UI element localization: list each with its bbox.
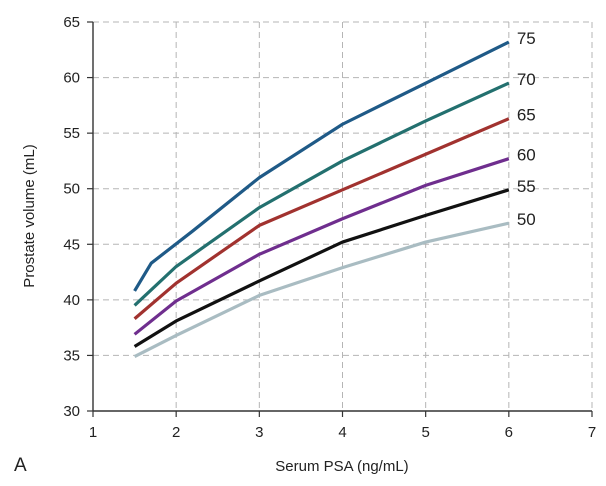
series-line-65 <box>133 117 510 320</box>
series-line-60 <box>133 157 510 336</box>
series-line-55 <box>133 188 510 348</box>
series-label-65: 65 <box>517 106 536 125</box>
x-tick-label: 1 <box>89 424 97 441</box>
y-axis-title: Prostate volume (mL) <box>21 144 38 287</box>
series-label-50: 50 <box>517 210 536 229</box>
series-line-50 <box>133 221 510 358</box>
series-label-70: 70 <box>517 70 536 89</box>
x-tick-label: 7 <box>588 424 596 441</box>
x-tick-label: 3 <box>255 424 263 441</box>
series-line-75 <box>133 40 510 292</box>
y-tick-label: 65 <box>63 14 80 31</box>
x-tick-label: 4 <box>338 424 346 441</box>
panel-label: A <box>14 455 27 476</box>
y-tick-label: 30 <box>63 403 80 420</box>
series-label-60: 60 <box>517 146 536 165</box>
y-tick-label: 35 <box>63 347 80 364</box>
series-label-75: 75 <box>517 29 536 48</box>
x-axis-title: Serum PSA (ng/mL) <box>275 458 408 475</box>
data-series <box>133 40 510 358</box>
x-tick-label: 2 <box>172 424 180 441</box>
y-tick-label: 50 <box>63 181 80 198</box>
grid-lines <box>93 21 593 411</box>
x-tick-label: 5 <box>421 424 429 441</box>
y-tick-label: 55 <box>63 125 80 142</box>
series-label-55: 55 <box>517 177 536 196</box>
y-tick-label: 60 <box>63 70 80 87</box>
y-tick-label: 45 <box>63 236 80 253</box>
series-labels: 75 70 65 60 55 50 <box>517 29 536 229</box>
series-line-70 <box>133 81 510 307</box>
y-tick-label: 40 <box>63 292 80 309</box>
x-tick-label: 6 <box>505 424 513 441</box>
